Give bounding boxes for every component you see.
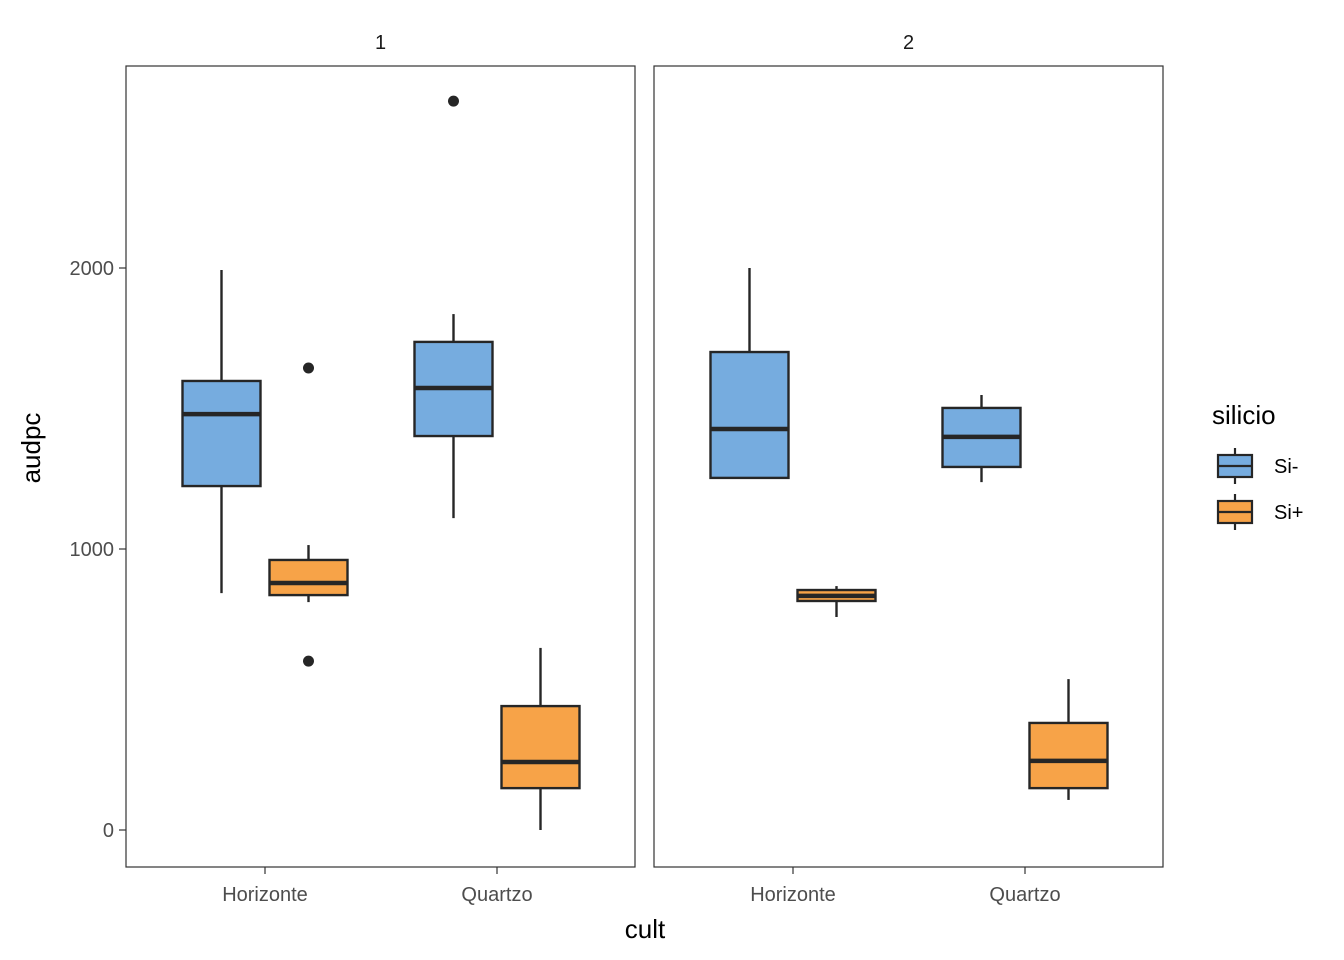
box-iqr [709, 350, 790, 480]
outlier-point [303, 362, 314, 374]
legend: silicio Si- Si+ [1212, 400, 1303, 530]
box-Si--Quartzo-facet-2 [941, 395, 1022, 483]
legend-label: Si- [1274, 456, 1298, 478]
box-Si+-Quartzo-facet-1 [500, 647, 581, 830]
facet-strip-label: 2 [903, 32, 914, 54]
y-axis: 0 1000 2000 [70, 258, 126, 842]
outlier-point [303, 655, 314, 667]
box-Si+-Quartzo-facet-2 [1028, 679, 1109, 800]
box-iqr [1028, 721, 1109, 790]
x-tick-label: Horizonte [750, 884, 836, 906]
facet-strip-label: 1 [375, 32, 386, 54]
box-Si--Horizonte-facet-2 [709, 268, 790, 480]
legend-title: silicio [1212, 400, 1276, 430]
y-tick-label: 0 [103, 820, 114, 842]
y-tick-label: 2000 [70, 258, 115, 280]
box-Si--Quartzo-facet-1 [413, 95, 494, 519]
box-Si+-Horizonte-facet-2 [796, 586, 877, 618]
box-Si--Horizonte-facet-1 [181, 269, 262, 594]
y-tick-label: 1000 [70, 539, 115, 561]
facet-panel-2: 2 Horizonte Quartzo [653, 32, 1164, 906]
box-iqr [268, 558, 349, 597]
legend-key-Si+: Si+ [1216, 494, 1303, 530]
box-iqr [500, 704, 581, 790]
x-tick-label: Horizonte [222, 884, 308, 906]
outlier-point [448, 95, 459, 107]
x-tick-label: Quartzo [461, 884, 532, 906]
x-tick-label: Quartzo [989, 884, 1060, 906]
legend-label: Si+ [1274, 502, 1303, 524]
box-Si+-Horizonte-facet-1 [268, 362, 349, 667]
facet-panels: 1 Horizonte Quartzo 2 Horizonte Quartzo [125, 32, 1164, 906]
x-axis-title: cult [625, 914, 666, 944]
legend-key-Si-: Si- [1216, 448, 1298, 484]
y-axis-title: audpc [16, 413, 46, 484]
facet-panel-1: 1 Horizonte Quartzo [125, 32, 636, 906]
box-iqr [181, 379, 262, 488]
